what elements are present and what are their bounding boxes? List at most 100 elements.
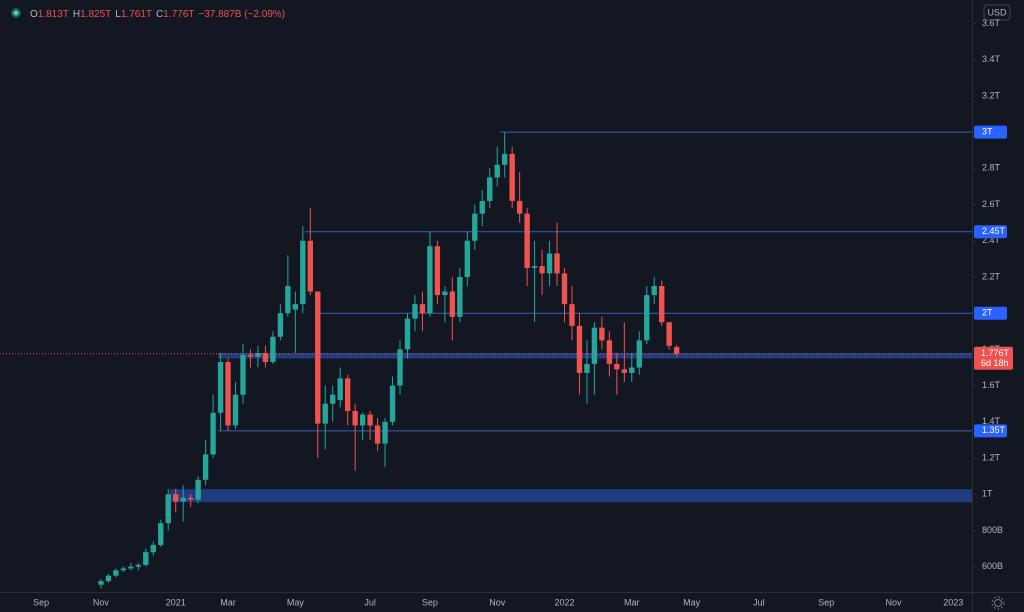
zone <box>170 489 972 503</box>
level-label: 2T <box>982 308 993 318</box>
x-tick-label: Mar <box>220 597 236 607</box>
y-tick-label: 2.2T <box>982 271 1001 281</box>
candle-body <box>659 286 665 323</box>
candle-body <box>614 363 620 370</box>
y-tick-label: 1.4T <box>982 416 1001 426</box>
level-label-box <box>974 225 1007 239</box>
candle-body <box>576 325 583 373</box>
candle-body <box>359 414 366 426</box>
level-label: 2.45T <box>982 226 1006 236</box>
candle-body <box>569 304 575 326</box>
y-tick-label: 3.6T <box>982 18 1001 28</box>
x-tick-label: Jul <box>364 597 376 607</box>
ohlc-value: 1.825T <box>80 9 111 20</box>
candle-body <box>374 425 381 444</box>
candle-body <box>262 353 269 363</box>
candle-body <box>651 286 657 296</box>
candle-body <box>599 327 605 341</box>
y-tick-label: 1T <box>982 489 993 499</box>
candle-body <box>247 354 254 357</box>
candle-body <box>165 494 171 524</box>
candle-body <box>158 523 164 545</box>
y-tick-label: 600B <box>982 561 1003 571</box>
candle-body <box>397 349 403 386</box>
candle-body <box>389 385 396 422</box>
candle-body <box>292 304 299 310</box>
ohlc-key: H <box>73 9 80 20</box>
x-tick-label: Sep <box>818 597 834 607</box>
candle-body <box>487 177 493 201</box>
candle-body <box>98 581 104 585</box>
candle-body <box>270 336 276 363</box>
candle-body <box>606 340 613 364</box>
candle-body <box>322 403 328 424</box>
candle-body <box>546 253 553 274</box>
candle-body <box>232 394 239 426</box>
candle-body <box>307 240 313 292</box>
ohlc-value: 1.761T <box>121 9 152 20</box>
candle-body <box>105 575 112 582</box>
candle-body <box>502 153 508 165</box>
change: −37.887B (−2.09%) <box>198 9 285 20</box>
candle-body <box>217 362 224 413</box>
candle-body <box>300 240 306 305</box>
ohlc-value: 1.813T <box>38 9 69 20</box>
candle-body <box>419 304 426 314</box>
settings-gear <box>994 599 1002 607</box>
ohlc-value: 1.776T <box>163 9 194 20</box>
y-tick-label: 2.4T <box>982 235 1001 245</box>
x-tick-label: 2023 <box>943 597 963 607</box>
x-tick-label: Mar <box>624 597 640 607</box>
candle-body <box>629 367 635 373</box>
x-tick-label: Nov <box>489 597 506 607</box>
x-tick-label: 2021 <box>166 597 186 607</box>
y-tick-label: 1.2T <box>982 452 1001 462</box>
candle-body <box>479 200 485 214</box>
candle-body <box>150 544 156 553</box>
candle-body <box>285 286 291 314</box>
candle-body <box>539 266 545 274</box>
candle-body <box>352 410 358 426</box>
candle-body <box>210 412 216 455</box>
candle-body <box>120 568 127 571</box>
x-tick-label: Jul <box>753 597 765 607</box>
ohlc-key: O <box>30 9 38 20</box>
x-tick-label: May <box>683 597 701 607</box>
candle-body <box>509 153 515 201</box>
candle-body <box>113 570 119 576</box>
candle-body <box>472 213 478 241</box>
candle-body <box>449 291 456 317</box>
status-dot <box>13 10 19 16</box>
x-tick-label: 2022 <box>554 597 574 607</box>
x-tick-label: Nov <box>885 597 902 607</box>
candle-body <box>524 213 530 268</box>
y-tick-label: 3.4T <box>982 54 1001 64</box>
x-tick-label: Sep <box>422 597 438 607</box>
y-tick-label: 2.8T <box>982 163 1001 173</box>
last-price-label: 1.776T <box>981 348 1010 358</box>
level-label-box <box>974 424 1007 438</box>
y-tick-label: 3.2T <box>982 90 1001 100</box>
ohlc-header: O1.813T H1.825T L1.761T C1.776T −37.887B (−2… <box>30 9 285 20</box>
x-tick-label: May <box>287 597 305 607</box>
candle-body <box>644 295 650 341</box>
candle-body <box>128 566 134 569</box>
last-price-box <box>974 346 1013 370</box>
candle-body <box>202 454 209 480</box>
candle-body <box>464 240 470 277</box>
countdown-label: 6d 18h <box>981 358 1009 368</box>
currency-button[interactable] <box>983 4 1011 21</box>
level-label: 3T <box>982 127 993 137</box>
candle-body <box>531 266 538 268</box>
ohlc-key: C <box>156 9 163 20</box>
x-tick-label: Sep <box>33 597 49 607</box>
candle-body <box>315 291 321 424</box>
y-tick-label: 1.6T <box>982 380 1001 390</box>
settings-icon[interactable] <box>991 596 1005 610</box>
currency: USD <box>987 7 1007 17</box>
candle-body <box>494 164 500 178</box>
candle-body <box>516 200 523 214</box>
candle-body <box>554 253 560 274</box>
candle-body <box>344 378 351 411</box>
